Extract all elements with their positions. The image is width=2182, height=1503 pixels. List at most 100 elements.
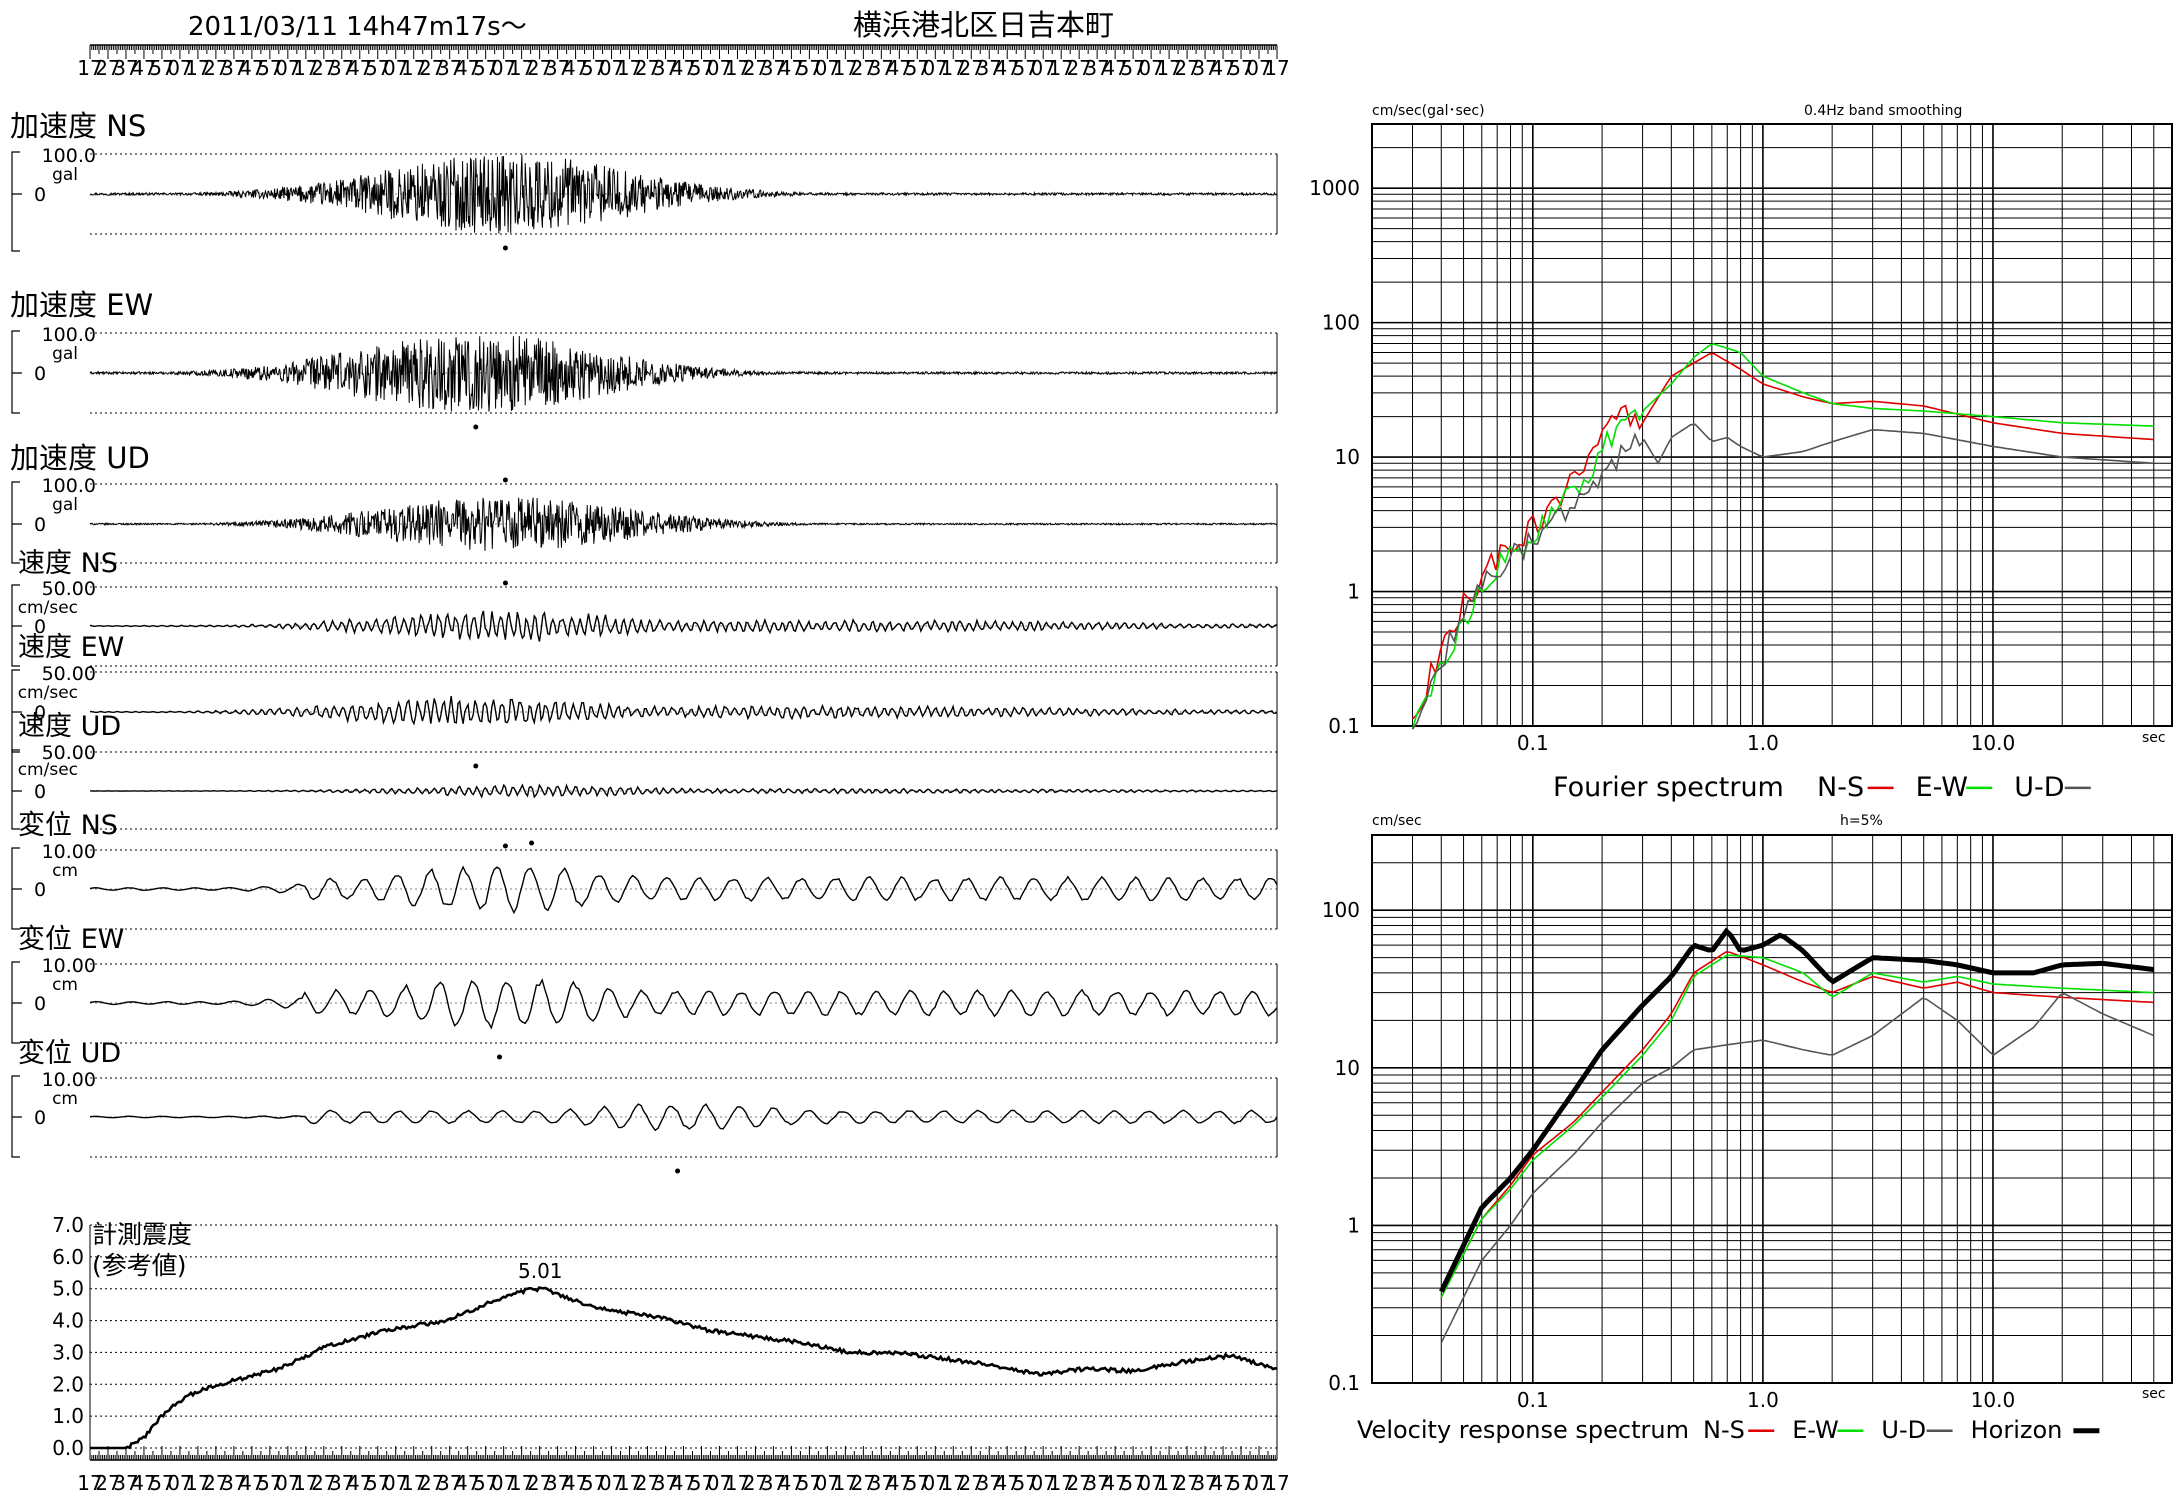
bottom-time-tick-label: 37	[1192, 1471, 1217, 1495]
top-time-tick-label: 27	[95, 56, 120, 80]
response-y-unit: cm/sec	[1372, 813, 1422, 829]
top-time-tick-label: 07	[1138, 56, 1163, 80]
bottom-time-tick-label: 37	[329, 1471, 354, 1495]
spectrum-y-tick: 10	[1335, 445, 1360, 469]
bottom-time-tick-label: 07	[1246, 1471, 1271, 1495]
bottom-time-tick-label: 57	[257, 1471, 282, 1495]
trace-unit-label: cm/sec	[18, 598, 78, 618]
fourier-x-unit: sec	[2142, 730, 2166, 746]
trace-waveform	[90, 696, 1278, 726]
trace-scale-bracket	[11, 749, 22, 830]
bottom-time-tick-label: 07	[1138, 1471, 1163, 1495]
intensity-y-tick: 2.0	[52, 1372, 84, 1396]
top-time-tick-label: 07	[1246, 56, 1271, 80]
bottom-time-tick-label: 07	[815, 1471, 840, 1495]
trace-waveform	[89, 335, 1278, 412]
spectrum-series-u-d	[1411, 423, 2154, 730]
top-time-tick-label: 17	[1156, 56, 1181, 80]
bottom-time-tick-label: 07	[923, 1471, 948, 1495]
top-time-tick-label: 57	[365, 56, 390, 80]
trace-scale-bracket	[11, 330, 22, 414]
spectrum-series-e-w	[1440, 954, 2154, 1298]
top-time-tick-label: 47	[1210, 56, 1235, 80]
bottom-time-tick-label: 17	[617, 1471, 642, 1495]
spectrum-y-tick: 0.1	[1328, 714, 1360, 738]
spectrum-y-tick: 0.1	[1328, 1371, 1360, 1395]
trace-peak-marker	[502, 843, 508, 849]
trace-title: 変位 UD	[18, 1038, 121, 1069]
spectrum-y-tick: 10	[1335, 1056, 1360, 1080]
trace-unit-label: cm	[52, 1089, 78, 1109]
trace-peak-marker	[502, 477, 508, 483]
top-time-tick-label: 37	[653, 56, 678, 80]
top-time-tick-label: 07	[815, 56, 840, 80]
trace-zero-label: 0	[34, 1107, 46, 1129]
spectrum-y-tick: 100	[1322, 898, 1360, 922]
intensity-title-line2: (参考値)	[92, 1251, 187, 1280]
spectrum-frame	[1371, 834, 2173, 1384]
top-time-tick-label: 27	[635, 56, 660, 80]
bottom-time-tick-label: 57	[473, 1471, 498, 1495]
top-time-tick-label: 37	[329, 56, 354, 80]
trace-waveform	[90, 610, 1278, 642]
top-time-tick-label: 57	[473, 56, 498, 80]
top-time-tick-label: 27	[743, 56, 768, 80]
trace-waveform	[89, 154, 1278, 234]
trace-max-label: 100.0	[42, 145, 96, 167]
trace-unit-label: gal	[52, 344, 78, 364]
trace-scale-bracket	[11, 961, 22, 1044]
trace-zero-label: 0	[34, 879, 46, 901]
trace-max-label: 100.0	[42, 324, 96, 346]
top-time-tick-label: 57	[1228, 56, 1253, 80]
trace-title: 速度 EW	[18, 632, 124, 663]
legend-entry-label: N-S	[1703, 1416, 1745, 1444]
trace-title: 変位 NS	[18, 810, 118, 841]
bottom-time-tick-label: 27	[203, 1471, 228, 1495]
response-legend-title: Velocity response spectrum	[1357, 1416, 1689, 1444]
top-time-tick-label: 37	[1084, 56, 1109, 80]
bottom-time-tick-label: 37	[545, 1471, 570, 1495]
fourier-legend: Fourier spectrum N-S E-W U-D	[1553, 772, 2091, 803]
top-time-tick-label: 47	[887, 56, 912, 80]
trace-unit-label: cm	[52, 975, 78, 995]
top-time-tick-label: 27	[1066, 56, 1091, 80]
bottom-time-tick-label: 07	[167, 1471, 192, 1495]
fourier-smoothing-note: 0.4Hz band smoothing	[1804, 103, 1962, 119]
bottom-time-tick-label: 07	[707, 1471, 732, 1495]
trace-peak-marker	[502, 245, 508, 251]
trace-waveform	[89, 497, 1278, 551]
bottom-time-tick-label: 17	[725, 1471, 750, 1495]
bottom-time-tick-label: 47	[779, 1471, 804, 1495]
bottom-time-tick-label: 47	[347, 1471, 372, 1495]
top-time-tick-label: 47	[239, 56, 264, 80]
legend-entry-label: N-S	[1817, 772, 1864, 803]
bottom-time-tick-label: 47	[1210, 1471, 1235, 1495]
bottom-time-tick-label: 17	[185, 1471, 210, 1495]
top-time-tick-label: 07	[923, 56, 948, 80]
bottom-time-tick-label: 07	[491, 1471, 516, 1495]
top-time-tick-label: 17	[185, 56, 210, 80]
top-time-tick-label: 47	[1102, 56, 1127, 80]
top-time-tick-label: 57	[581, 56, 606, 80]
bottom-time-tick-label: 57	[797, 1471, 822, 1495]
top-time-tick-label: 57	[689, 56, 714, 80]
station-name: 横浜港北区日吉本町	[853, 8, 1114, 42]
bottom-time-tick-label: 07	[275, 1471, 300, 1495]
top-time-tick-label: 57	[1012, 56, 1037, 80]
intensity-y-tick: 7.0	[52, 1213, 84, 1237]
bottom-time-tick-label: 57	[689, 1471, 714, 1495]
intensity-y-tick: 3.0	[52, 1340, 84, 1364]
top-time-axis: 1727374757071727374757071727374757071727…	[77, 44, 1290, 80]
intensity-y-tick: 6.0	[52, 1245, 84, 1269]
spectrum-frame	[1371, 123, 2173, 727]
trace-title: 加速度 UD	[10, 441, 150, 475]
top-time-tick-label: 27	[527, 56, 552, 80]
bottom-time-tick-label: 57	[905, 1471, 930, 1495]
spectrum-series-n-s	[1440, 950, 2154, 1298]
top-time-tick-label: 37	[545, 56, 570, 80]
